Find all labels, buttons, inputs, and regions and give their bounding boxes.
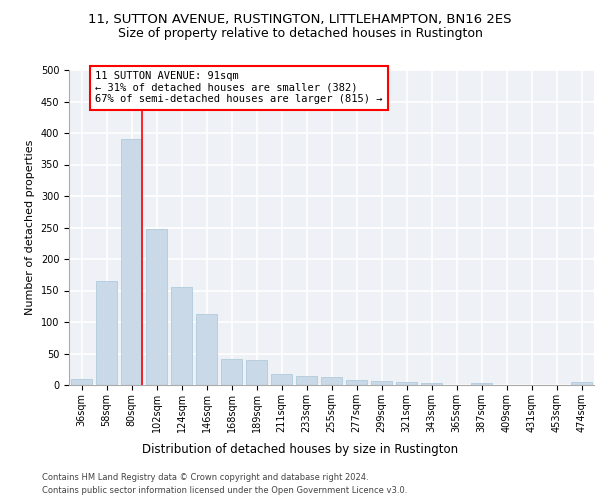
Bar xyxy=(246,360,267,385)
Y-axis label: Number of detached properties: Number of detached properties xyxy=(25,140,35,315)
Bar xyxy=(346,380,367,385)
Bar xyxy=(146,229,167,385)
Bar xyxy=(321,377,342,385)
Bar xyxy=(396,382,417,385)
Bar xyxy=(171,288,192,385)
Text: Contains public sector information licensed under the Open Government Licence v3: Contains public sector information licen… xyxy=(42,486,407,495)
Bar xyxy=(221,358,242,385)
Text: 11, SUTTON AVENUE, RUSTINGTON, LITTLEHAMPTON, BN16 2ES: 11, SUTTON AVENUE, RUSTINGTON, LITTLEHAM… xyxy=(88,12,512,26)
Text: Size of property relative to detached houses in Rustington: Size of property relative to detached ho… xyxy=(118,28,482,40)
Bar xyxy=(71,378,92,385)
Bar xyxy=(296,376,317,385)
Text: Distribution of detached houses by size in Rustington: Distribution of detached houses by size … xyxy=(142,442,458,456)
Bar xyxy=(121,140,142,385)
Bar xyxy=(421,383,442,385)
Text: 11 SUTTON AVENUE: 91sqm
← 31% of detached houses are smaller (382)
67% of semi-d: 11 SUTTON AVENUE: 91sqm ← 31% of detache… xyxy=(95,72,383,104)
Bar xyxy=(571,382,592,385)
Bar xyxy=(371,381,392,385)
Bar xyxy=(96,281,117,385)
Text: Contains HM Land Registry data © Crown copyright and database right 2024.: Contains HM Land Registry data © Crown c… xyxy=(42,472,368,482)
Bar xyxy=(271,374,292,385)
Bar xyxy=(471,383,492,385)
Bar xyxy=(196,314,217,385)
